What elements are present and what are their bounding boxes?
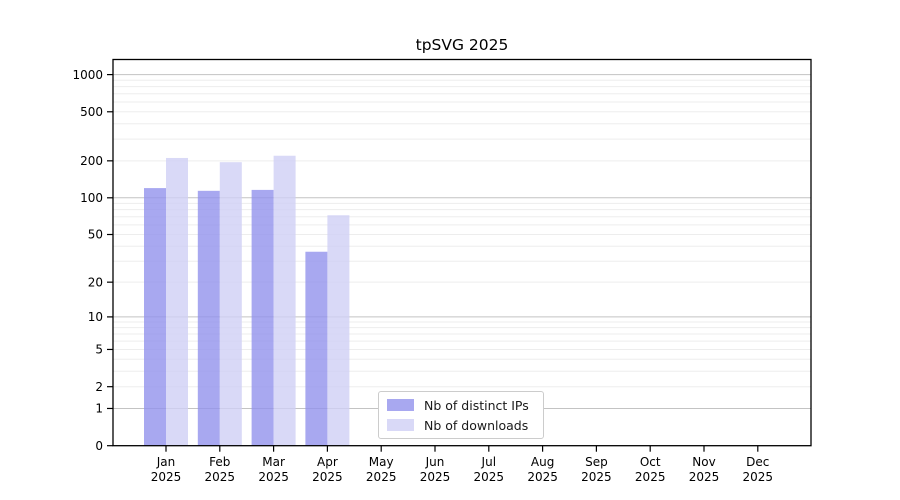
y-tick-label-20: 20 — [88, 275, 103, 289]
bar-mar-downloads — [273, 155, 296, 446]
x-tick-label-year-jun: 2025 — [420, 470, 451, 484]
y-tick-label-5: 5 — [95, 343, 103, 357]
bar-jan-distinct-ips — [144, 188, 166, 446]
y-tick-label-2: 2 — [95, 380, 103, 394]
x-tick-label-month-jun: Jun — [425, 455, 445, 469]
x-tick-label-year-jan: 2025 — [151, 470, 182, 484]
bar-feb-distinct-ips — [197, 190, 220, 446]
x-tick-label-year-aug: 2025 — [527, 470, 558, 484]
y-tick-label-0: 0 — [95, 439, 103, 453]
x-tick-label-month-may: May — [369, 455, 394, 469]
bar-jan-downloads — [166, 157, 188, 446]
y-tick-label-200: 200 — [80, 154, 103, 168]
y-tick-label-100: 100 — [80, 191, 103, 205]
chart-title: tpSVG 2025 — [415, 36, 509, 54]
bar-feb-downloads — [219, 162, 242, 446]
y-tick-label-1000: 1000 — [72, 68, 103, 82]
legend-swatch-distinct-ips — [387, 399, 414, 411]
x-tick-label-month-feb: Feb — [209, 455, 230, 469]
x-tick-label-month-nov: Nov — [692, 455, 715, 469]
legend: Nb of distinct IPs Nb of downloads — [378, 391, 544, 439]
plot-border — [112, 58, 812, 447]
y-tick-label-500: 500 — [80, 105, 103, 119]
x-tick-label-month-aug: Aug — [531, 455, 554, 469]
x-tick-label-month-apr: Apr — [317, 455, 338, 469]
bar-mar-distinct-ips — [251, 189, 274, 446]
y-tick-label-1: 1 — [95, 402, 103, 416]
legend-label-distinct-ips: Nb of distinct IPs — [424, 397, 529, 413]
y-tick-label-10: 10 — [88, 310, 103, 324]
bar-apr-downloads — [327, 215, 350, 446]
x-tick-label-month-dec: Dec — [746, 455, 769, 469]
x-tick-label-year-oct: 2025 — [635, 470, 666, 484]
x-tick-label-year-apr: 2025 — [312, 470, 343, 484]
x-tick-label-year-nov: 2025 — [689, 470, 720, 484]
x-tick-label-year-jul: 2025 — [474, 470, 505, 484]
x-tick-label-month-sep: Sep — [585, 455, 608, 469]
x-tick-label-month-oct: Oct — [640, 455, 661, 469]
legend-item-downloads: Nb of downloads — [387, 418, 543, 433]
legend-label-downloads: Nb of downloads — [424, 417, 529, 433]
legend-swatch-downloads — [387, 419, 414, 431]
x-tick-label-year-feb: 2025 — [205, 470, 236, 484]
bar-apr-distinct-ips — [305, 251, 328, 446]
x-tick-label-month-jan: Jan — [156, 455, 176, 469]
x-tick-label-year-dec: 2025 — [743, 470, 774, 484]
x-tick-label-month-mar: Mar — [262, 455, 285, 469]
x-tick-label-year-mar: 2025 — [258, 470, 289, 484]
y-tick-label-50: 50 — [88, 228, 103, 242]
x-tick-label-month-jul: Jul — [481, 455, 496, 469]
legend-item-distinct-ips: Nb of distinct IPs — [387, 398, 543, 413]
x-tick-label-year-may: 2025 — [366, 470, 397, 484]
x-tick-label-year-sep: 2025 — [581, 470, 612, 484]
